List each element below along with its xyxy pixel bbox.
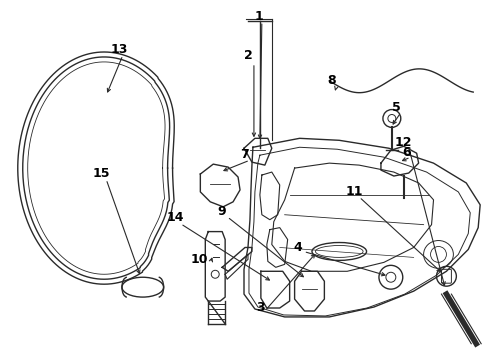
Text: 9: 9 [218, 205, 226, 218]
Text: 12: 12 [394, 136, 412, 149]
Text: 7: 7 [240, 148, 249, 161]
Text: 13: 13 [110, 42, 127, 55]
Text: 10: 10 [190, 253, 208, 266]
Text: 14: 14 [166, 211, 184, 224]
Text: 5: 5 [392, 101, 400, 114]
Text: 6: 6 [402, 146, 410, 159]
Text: 2: 2 [243, 49, 252, 63]
Text: 3: 3 [256, 301, 264, 314]
Text: 4: 4 [293, 241, 302, 254]
Text: 11: 11 [345, 185, 362, 198]
Text: 8: 8 [326, 74, 335, 87]
Text: 15: 15 [92, 167, 110, 180]
Text: 1: 1 [254, 10, 263, 23]
